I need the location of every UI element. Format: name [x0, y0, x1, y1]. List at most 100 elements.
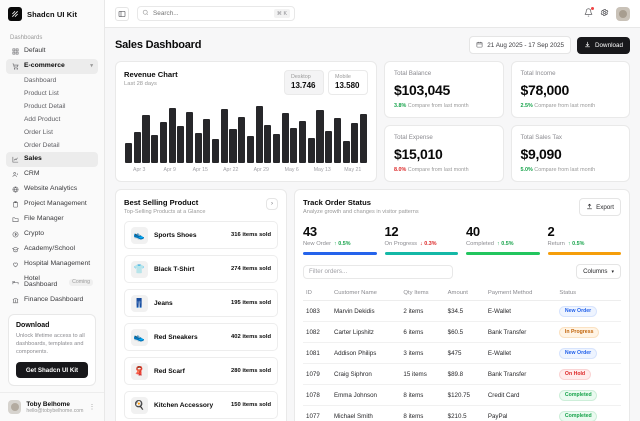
- search-box[interactable]: ⌘ K: [137, 6, 295, 21]
- sidebar-item-label: Academy/School: [24, 245, 76, 253]
- user-avatar[interactable]: [616, 6, 630, 21]
- sidebar-item-hotel-dashboard[interactable]: Hotel Dashboard Coming: [6, 272, 98, 293]
- column-header[interactable]: Status: [556, 286, 621, 302]
- status-badge: In Progress: [559, 326, 599, 338]
- filter-orders-input[interactable]: Filter orders...: [303, 264, 453, 279]
- list-item[interactable]: 🍳 Kitchen Accessory 150 items sold: [124, 391, 278, 419]
- export-button[interactable]: Export: [579, 198, 621, 216]
- payment-method: Bank Transfer: [484, 363, 557, 386]
- list-item[interactable]: 👟 Sports Shoes 316 items sold: [124, 221, 278, 249]
- sidebar-subitem-product-list[interactable]: Product List: [24, 90, 59, 97]
- sidebar-item-project-management[interactable]: Project Management: [6, 197, 98, 212]
- column-header[interactable]: ID: [303, 286, 331, 302]
- stat-delta: 5.0% Compare from last month: [521, 167, 621, 173]
- sidebar-item-file-manager[interactable]: File Manager: [6, 212, 98, 227]
- best-selling-header: Best Selling Product Top-Selling Product…: [124, 198, 278, 215]
- sidebar-item-ecommerce[interactable]: E-commerce ▾: [6, 59, 98, 74]
- amount: $60.5: [444, 321, 485, 344]
- order-id: 1081: [303, 342, 331, 365]
- search-shortcut: ⌘ K: [273, 9, 290, 18]
- product-name: Black T-Shirt: [154, 265, 195, 273]
- table-row[interactable]: 1078 Emma Johnson 8 items $120.75 Credit Car…: [303, 384, 621, 407]
- revenue-header: Revenue Chart Last 28 days Desktop 13.74…: [124, 70, 368, 95]
- sidebar-item-finance-dashboard[interactable]: Finance Dashboard: [6, 293, 98, 308]
- brand-name: Shadcn UI Kit: [27, 9, 78, 19]
- sidebar-item-academy-school[interactable]: Academy/School: [6, 242, 98, 257]
- sidebar-subitem-add-product[interactable]: Add Product: [24, 116, 61, 123]
- kpi-on-progress: 12 On Progress ↓ 0.3%: [384, 224, 458, 255]
- search-input[interactable]: [153, 10, 261, 17]
- table-row[interactable]: 1083 Marvin Dekidis 2 items $34.5 E-Wallet Ne…: [303, 300, 621, 323]
- series-value: 13.580: [335, 81, 360, 90]
- sidebar-item-website-analytics[interactable]: Website Analytics: [6, 182, 98, 197]
- globe-icon: [11, 186, 19, 194]
- chart-bar: [185, 112, 194, 163]
- sidebar-subitem-order-detail[interactable]: Order Detail: [24, 142, 60, 149]
- customer-name: Carter Lipshitz: [331, 321, 401, 344]
- table-row[interactable]: 1081 Addison Philips 3 items $475 E-Wallet Ne…: [303, 342, 621, 365]
- sidebar-subitem-dashboard[interactable]: Dashboard: [24, 77, 57, 84]
- sidebar-item-hospital-management[interactable]: Hospital Management: [6, 257, 98, 272]
- kpi-progress-bar: [466, 252, 540, 255]
- product-name: Kitchen Accessory: [154, 401, 214, 409]
- column-header[interactable]: Payment Method: [484, 286, 557, 302]
- payment-method: Credit Card: [484, 384, 557, 407]
- chart-bar: [168, 107, 176, 163]
- sidebar-item-default[interactable]: Default: [6, 44, 98, 59]
- avatar: [8, 400, 22, 414]
- kpi-value: 40: [466, 224, 480, 239]
- product-sold-count: 402 items sold: [231, 334, 271, 340]
- column-header[interactable]: Amount: [444, 286, 485, 302]
- revenue-bar-chart: [124, 103, 368, 163]
- brand[interactable]: Shadcn UI Kit: [0, 0, 104, 28]
- download-button[interactable]: Download: [576, 36, 630, 54]
- stat-delta-note: Compare from last month: [534, 103, 596, 109]
- kpi-delta: ↑ 0.5%: [567, 241, 585, 247]
- kpi-label: Completed: [466, 241, 495, 247]
- columns-button[interactable]: Columns ▾: [576, 264, 621, 280]
- column-header[interactable]: Customer Name: [331, 286, 401, 302]
- date-range-picker[interactable]: 21 Aug 2025 - 17 Sep 2025: [469, 36, 571, 54]
- stat-card-total-sales-tax: Total Sales Tax $9,090 5.0% Compare from…: [510, 125, 630, 182]
- chart-bar: [151, 135, 159, 163]
- sidebar-item-crm[interactable]: CRM: [6, 167, 98, 182]
- get-shadcn-ui-kit-button[interactable]: Get Shadcn UI Kit: [16, 362, 88, 378]
- promo-text: Unlock lifetime access to all dashboards…: [16, 332, 85, 355]
- more-vertical-icon[interactable]: ⋮: [88, 404, 96, 411]
- list-item[interactable]: 👕 Black T-Shirt 274 items sold: [124, 255, 278, 283]
- chart-bar: [159, 122, 167, 163]
- gear-icon[interactable]: [600, 8, 609, 19]
- chart-bar: [203, 118, 211, 163]
- revenue-title: Revenue Chart: [124, 70, 178, 79]
- table-row[interactable]: 1077 Michael Smith 8 items $210.5 PayPal Comp…: [303, 405, 621, 421]
- sidebar-item-sales[interactable]: Sales: [6, 152, 98, 167]
- bell-icon[interactable]: [584, 7, 594, 19]
- chevron-right-icon[interactable]: ›: [266, 198, 278, 210]
- product-thumbnail: 👟: [131, 328, 148, 346]
- sidebar-item-crypto[interactable]: Crypto: [6, 227, 98, 242]
- column-header[interactable]: Qty Items: [400, 286, 445, 302]
- chart-bar: [238, 116, 246, 163]
- table-row[interactable]: 1082 Carter Lipshitz 6 items $60.5 Bank Tran…: [303, 321, 621, 344]
- series-toggle-mobile[interactable]: Mobile 13.580: [328, 70, 368, 95]
- product-name: Red Scarf: [154, 367, 185, 375]
- list-item[interactable]: 🧣 Red Scarf 280 items sold: [124, 357, 278, 385]
- sidebar-subitem-order-list[interactable]: Order List: [24, 129, 53, 136]
- sidebar-user[interactable]: Toby Belhome hello@tobybelhome.com ⋮: [0, 392, 104, 421]
- qty-items: 6 items: [400, 321, 445, 344]
- sidebar-toggle-icon[interactable]: [115, 6, 129, 21]
- stat-label: Total Sales Tax: [520, 134, 563, 141]
- orders-table: ID Customer Name Qty Items Amount Payment Me…: [303, 286, 621, 421]
- sidebar-subitem-product-detail[interactable]: Product Detail: [24, 103, 66, 110]
- sidebar-item-label: Hotel Dashboard: [24, 274, 58, 289]
- table-row[interactable]: 1079 Craig Siphron 15 items $89.8 Bank Trans…: [303, 363, 621, 386]
- product-sold-count: 195 items sold: [231, 300, 271, 306]
- payment-method: Bank Transfer: [484, 321, 557, 344]
- payment-method: E-Wallet: [484, 342, 557, 365]
- amount: $475: [444, 342, 485, 365]
- sidebar-item-payment-dashboard[interactable]: Payment Dashboard: [6, 308, 98, 310]
- list-item[interactable]: 👖 Jeans 195 items sold: [124, 289, 278, 317]
- sidebar-item-label: CRM: [24, 170, 40, 178]
- series-toggle-desktop[interactable]: Desktop 13.746: [284, 70, 324, 95]
- list-item[interactable]: 👟 Red Sneakers 402 items sold: [124, 323, 278, 351]
